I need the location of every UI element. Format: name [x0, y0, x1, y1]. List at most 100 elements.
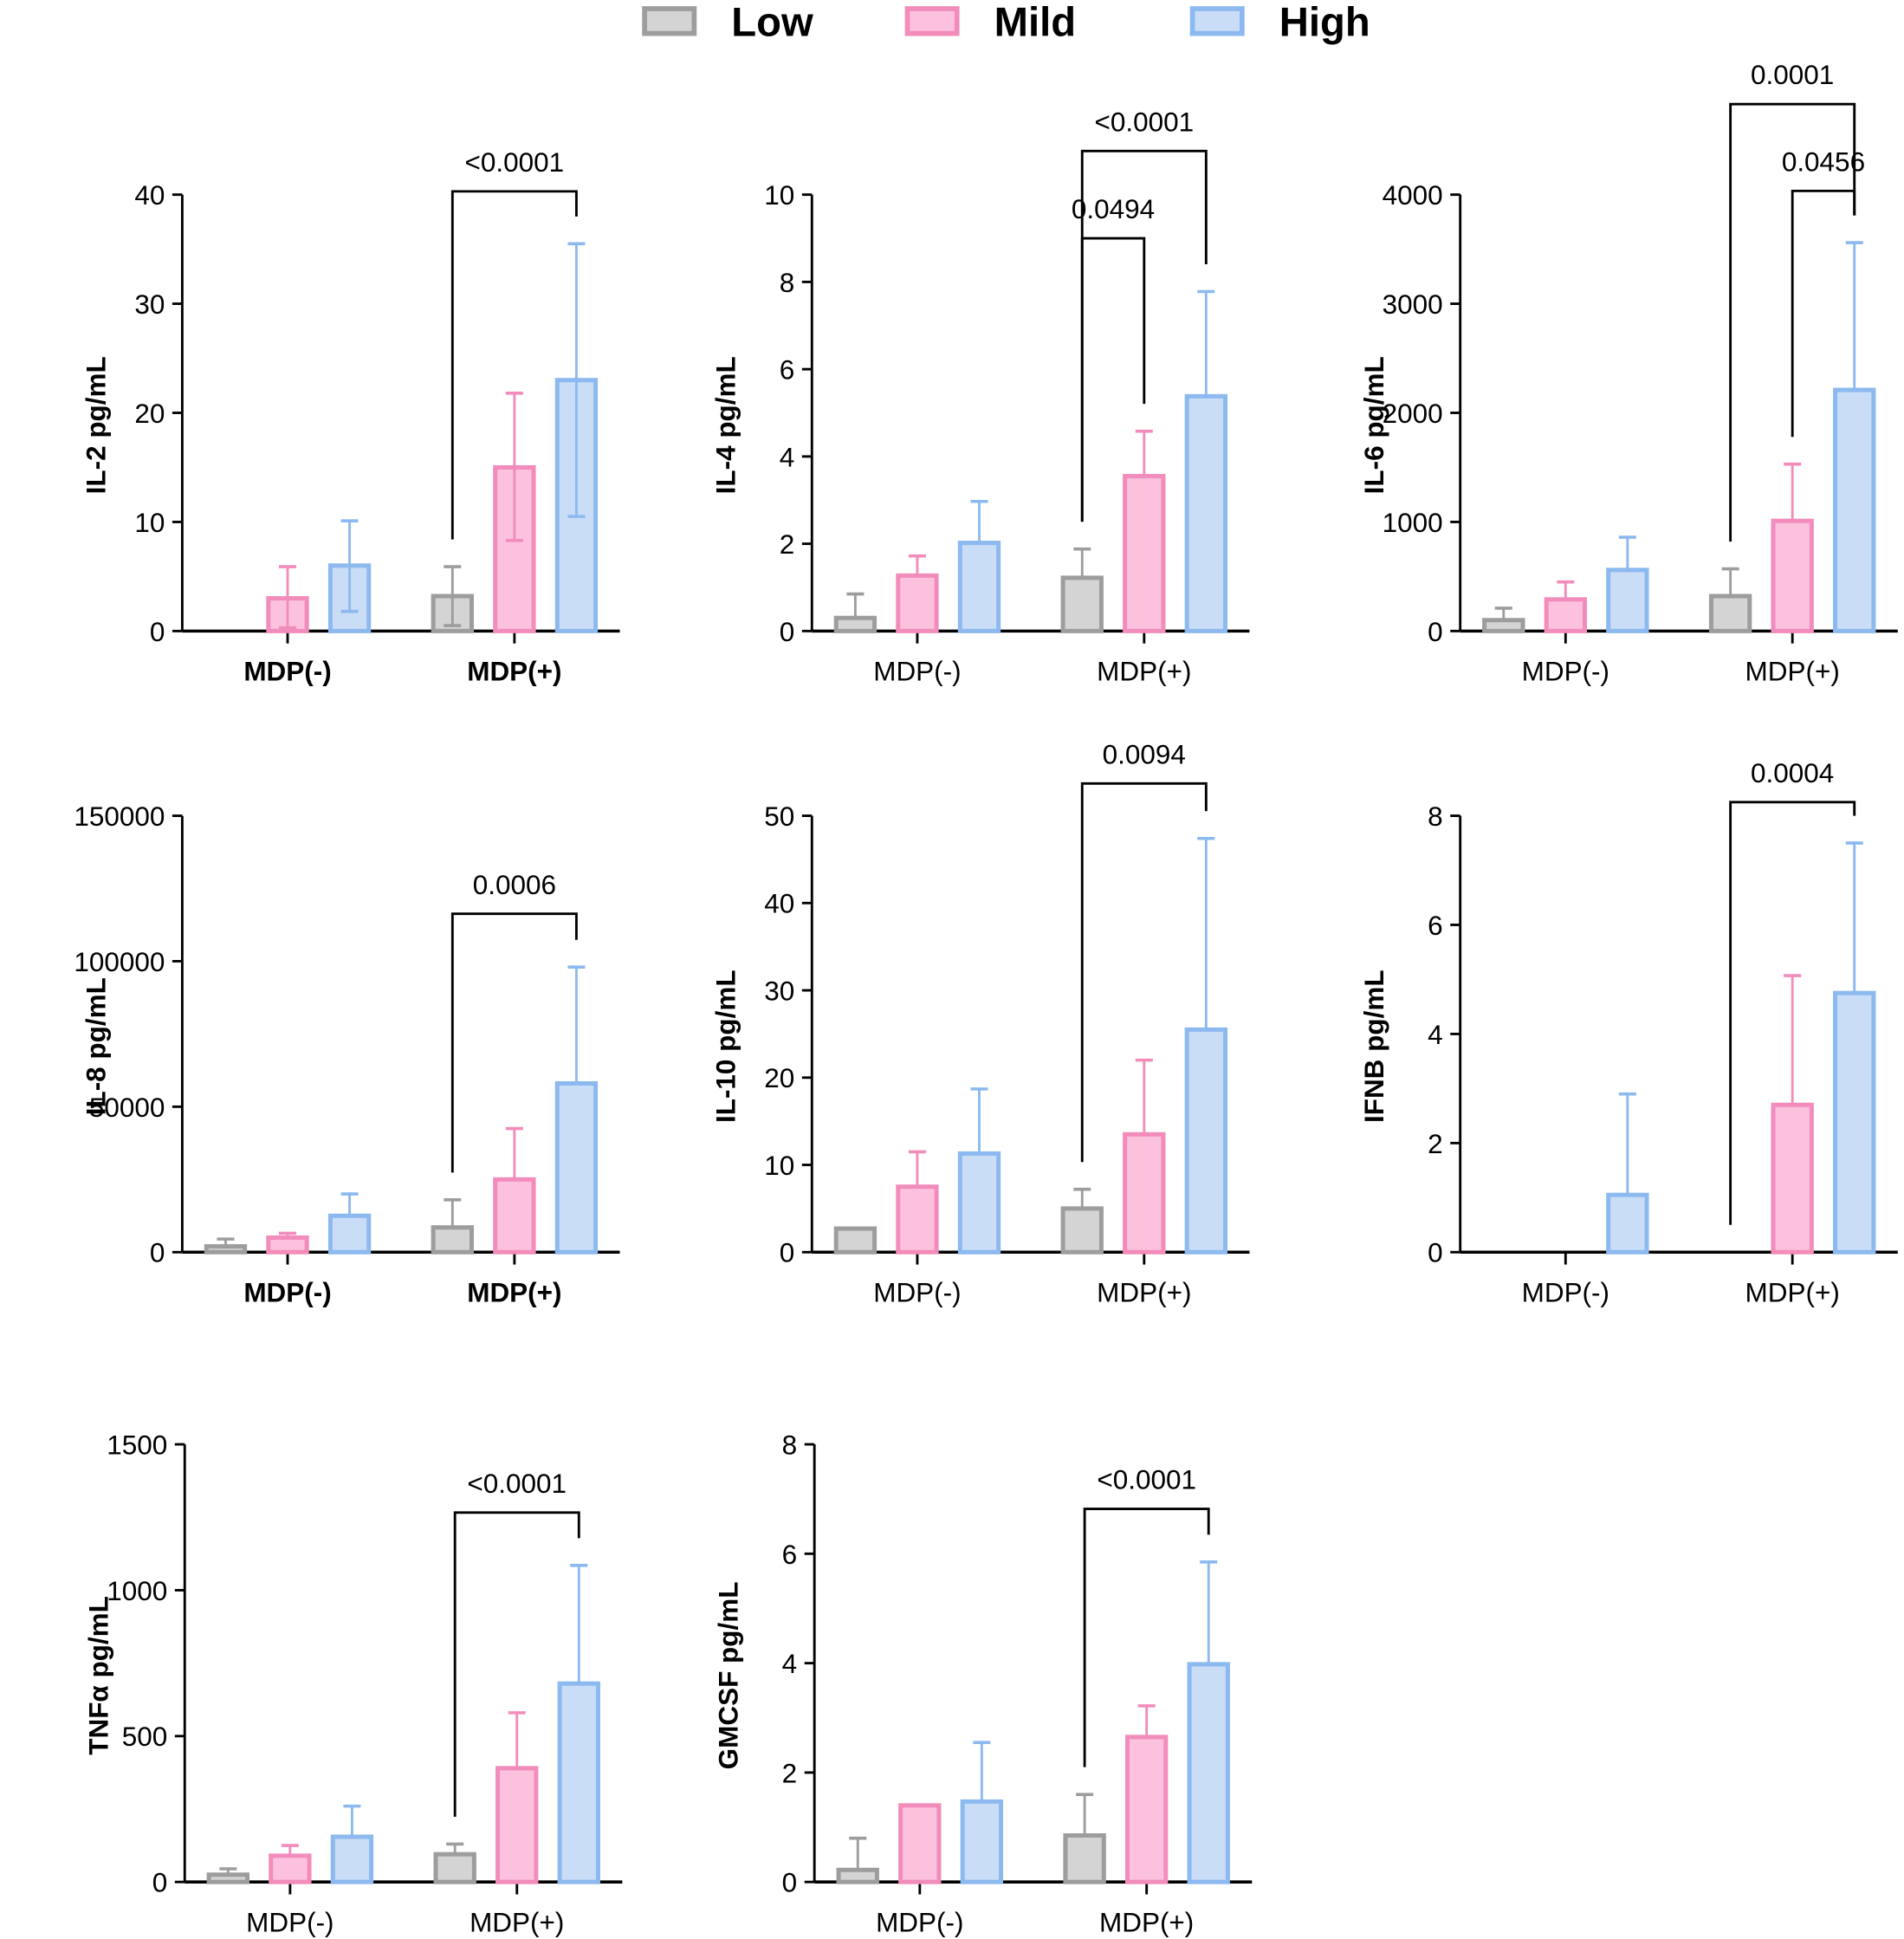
legend-swatch-mild — [904, 6, 960, 36]
x-tick-label: MDP(-) — [1522, 657, 1609, 687]
p-value-label: 0.0001 — [1751, 60, 1834, 90]
y-tick-label: 6 — [782, 1540, 798, 1570]
y-tick-label: 10 — [764, 180, 794, 211]
y-tick-label: 4 — [1428, 1020, 1443, 1050]
bar-mild — [896, 573, 939, 633]
y-tick-label: 0 — [150, 1238, 165, 1268]
y-tick-label: 1000 — [1383, 508, 1443, 538]
y-tick-label: 10 — [134, 508, 165, 538]
bar-mild — [1123, 474, 1166, 633]
y-tick-label: 1500 — [107, 1430, 167, 1461]
y-tick-label: 8 — [1428, 801, 1443, 832]
bar-mild — [269, 1853, 312, 1884]
bar-mild — [1771, 518, 1814, 633]
bar-high — [554, 1080, 599, 1255]
bar-low — [204, 1244, 248, 1255]
significance-bracket — [1083, 1508, 1210, 1767]
y-tick-label: 20 — [764, 1063, 794, 1093]
y-tick-label: 150000 — [74, 801, 165, 832]
bar-high — [1184, 393, 1228, 633]
bar-high — [960, 1799, 1004, 1884]
panel-ifnb: 0 2 4 6 8 IFNB pg/mL MDP(-) MDP(+) 0.0004 — [1359, 758, 1898, 1307]
panel-il-10: 0 10 20 30 40 50 IL-10 pg/mL MDP(-) MDP(+) 0.0094 — [711, 739, 1250, 1307]
x-tick-label: MDP(-) — [243, 1277, 331, 1307]
x-tick-label: MDP(+) — [1097, 657, 1191, 687]
bar-high — [330, 1834, 374, 1884]
legend-label-high: High — [1279, 0, 1370, 45]
y-tick-label: 0 — [780, 1238, 795, 1268]
y-tick-label: 30 — [134, 289, 165, 320]
significance-bracket — [1080, 781, 1208, 1163]
bar-mild — [493, 1177, 536, 1255]
x-tick-label: MDP(+) — [1745, 657, 1840, 687]
x-tick-label: MDP(-) — [1522, 1277, 1609, 1307]
bar-high — [1184, 1027, 1228, 1255]
y-tick-label: 100000 — [74, 947, 165, 977]
p-value-label: <0.0001 — [467, 1469, 567, 1499]
y-tick-label: 0 — [1428, 617, 1443, 647]
bar-high — [327, 1213, 372, 1255]
significance-bracket — [453, 1511, 580, 1817]
panel-gmcsf: 0 2 4 6 8 GMCSF pg/mL MDP(-) MDP(+) <0.0001 — [713, 1430, 1253, 1937]
bar-high — [1833, 387, 1876, 633]
x-tick-label: MDP(-) — [873, 657, 961, 687]
y-tick-label: 2000 — [1383, 399, 1443, 429]
bar-high — [957, 1151, 1001, 1255]
y-tick-label: 50000 — [89, 1093, 165, 1123]
bar-high — [1187, 1662, 1230, 1884]
p-value-label: 0.0494 — [1072, 194, 1155, 224]
y-tick-label: 50 — [764, 801, 794, 832]
bar-high — [1606, 1192, 1649, 1255]
y-tick-label: 3000 — [1383, 289, 1443, 320]
panel-il-6: 0 1000 2000 3000 4000 IL-6 pg/mL MDP(-) MDP(+) 0… — [1359, 60, 1898, 687]
significance-bracket — [450, 190, 578, 540]
significance-bracket — [1729, 801, 1856, 1225]
y-tick-label: 10 — [764, 1151, 794, 1181]
x-tick-label: MDP(-) — [876, 1907, 963, 1937]
legend-swatch-low — [642, 6, 697, 36]
bar-mild — [495, 1766, 539, 1884]
y-tick-label: 2 — [780, 529, 795, 560]
y-tick-label: 2 — [1428, 1129, 1443, 1159]
x-tick-label: MDP(+) — [1097, 1277, 1191, 1307]
significance-bracket — [1080, 149, 1208, 522]
legend-label-mild: Mild — [994, 0, 1076, 45]
bar-low — [206, 1872, 250, 1884]
bar-mild — [896, 1184, 939, 1255]
x-tick-label: MDP(+) — [467, 1277, 561, 1307]
y-axis-label: TNFα pg/mL — [84, 1596, 114, 1755]
x-tick-label: MDP(-) — [243, 657, 331, 687]
y-axis-label: GMCSF pg/mL — [713, 1582, 743, 1770]
panel-il-4: 0 2 4 6 8 10 IL-4 pg/mL MDP(-) MDP(+) 0.0494 <0.00… — [711, 107, 1250, 687]
y-tick-label: 20 — [134, 399, 165, 429]
y-tick-label: 0 — [782, 1868, 798, 1898]
bar-low — [1060, 575, 1104, 633]
x-tick-label: MDP(-) — [873, 1277, 961, 1307]
bar-low — [1482, 618, 1525, 633]
bar-high — [1606, 567, 1649, 633]
y-axis-label: IL-6 pg/mL — [1359, 356, 1389, 494]
bar-mild — [1124, 1735, 1169, 1884]
y-tick-label: 40 — [764, 889, 794, 919]
p-value-label: <0.0001 — [1097, 1465, 1196, 1495]
legend-swatch-high — [1189, 6, 1245, 36]
p-value-label: <0.0001 — [465, 147, 565, 178]
panel-tnfα: 0 500 1000 1500 TNFα pg/mL MDP(-) MDP(+) <0.000… — [84, 1430, 623, 1937]
y-tick-label: 4 — [782, 1649, 798, 1679]
y-tick-label: 0 — [152, 1868, 168, 1898]
bar-mild — [266, 1235, 309, 1255]
bar-low — [1708, 593, 1752, 633]
y-tick-label: 30 — [764, 976, 794, 1006]
y-axis-label: IL-8 pg/mL — [81, 977, 112, 1115]
x-tick-label: MDP(-) — [246, 1907, 334, 1937]
bar-low — [1060, 1206, 1104, 1255]
bar-low — [833, 615, 878, 633]
y-axis-label: IL-4 pg/mL — [711, 356, 742, 494]
x-tick-label: MDP(+) — [470, 1907, 564, 1937]
panel-il-8: 0 50000 100000 150000 IL-8 pg/mL MDP(-) MDP(+)… — [74, 801, 620, 1307]
y-axis-label: IL-10 pg/mL — [711, 970, 742, 1123]
panel-il-2: 0 10 20 30 40 IL-2 pg/mL MDP(-) MDP(+) <0.0001 — [81, 147, 620, 687]
y-tick-label: 0 — [1428, 1238, 1443, 1268]
y-axis-label: IFNB pg/mL — [1359, 970, 1389, 1123]
